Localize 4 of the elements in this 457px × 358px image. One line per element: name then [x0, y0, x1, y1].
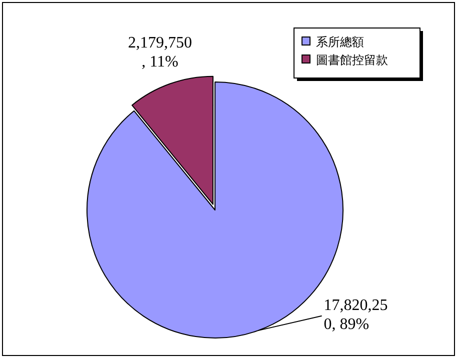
data-label: 2,179,750, 11% [128, 34, 192, 71]
legend-label: 圖書館控留款 [316, 53, 388, 67]
legend-label: 系所總額 [316, 35, 364, 49]
data-label: 17,820,250, 89% [324, 296, 388, 333]
